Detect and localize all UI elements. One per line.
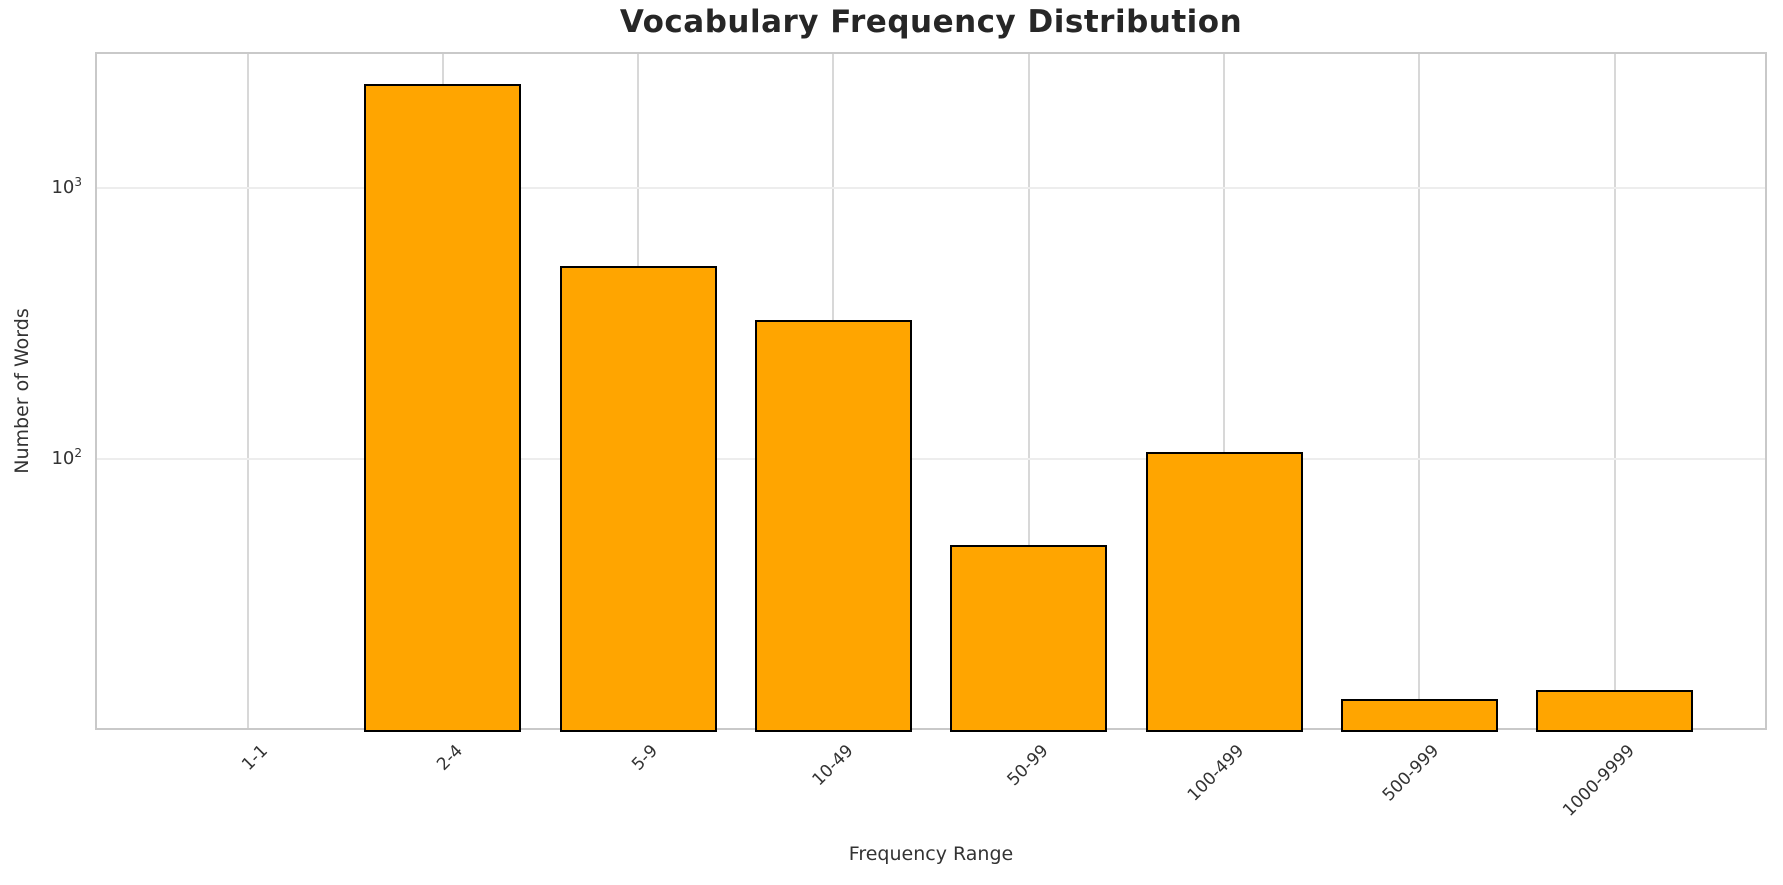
- gridline-y-100: [97, 457, 1765, 460]
- x-tick-label-2-4: 2-4: [433, 741, 467, 775]
- gridline-x-50-99: [1027, 54, 1030, 728]
- gridline-x-1-1: [246, 54, 249, 728]
- y-tick-exponent: 2: [74, 445, 82, 460]
- gridline-y-1000: [97, 186, 1765, 189]
- gridline-x-100-499: [1223, 54, 1225, 728]
- gridline-x-1000-9999: [1613, 54, 1616, 728]
- y-tick-base: 10: [51, 447, 75, 469]
- bar-500-999: [1340, 699, 1498, 732]
- x-tick-label-5-9: 5-9: [628, 741, 663, 775]
- chart-title: Vocabulary Frequency Distribution: [619, 4, 1243, 40]
- gridline-x-500-999: [1418, 54, 1421, 728]
- y-tick-exponent: 3: [74, 174, 82, 189]
- x-tick-label-500-999: 500-999: [1379, 741, 1444, 806]
- bar-10-49: [754, 319, 912, 732]
- y-tick-label-100: 102: [0, 445, 82, 469]
- bar-2-4: [364, 84, 522, 732]
- x-tick-label-100-499: 100-499: [1183, 741, 1249, 806]
- bar-1000-9999: [1536, 690, 1694, 732]
- bar-50-99: [950, 545, 1108, 732]
- x-tick-label-50-99: 50-99: [1003, 741, 1053, 791]
- x-tick-label-1000-9999: 1000-9999: [1559, 741, 1639, 821]
- plot-area: [95, 52, 1767, 732]
- y-tick-label-1000: 103: [0, 174, 82, 198]
- x-axis-label: Frequency Range: [848, 843, 1014, 865]
- bar-100-499: [1145, 451, 1303, 732]
- x-tick-label-10-49: 10-49: [808, 741, 858, 791]
- y-tick-base: 10: [51, 176, 75, 198]
- x-tick-label-1-1: 1-1: [237, 741, 272, 775]
- bar-5-9: [559, 265, 717, 732]
